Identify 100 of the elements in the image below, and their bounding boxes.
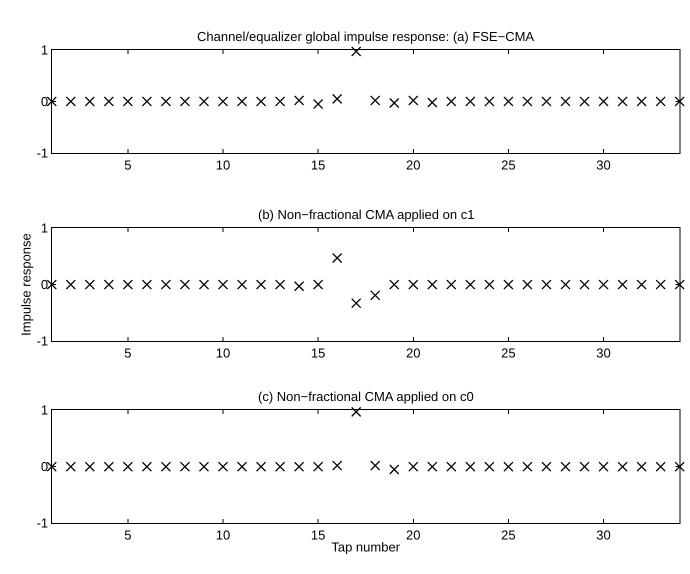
point — [408, 95, 418, 106]
point — [351, 298, 362, 308]
point — [160, 279, 172, 290]
point — [294, 95, 304, 106]
point — [198, 279, 210, 290]
y-axis-title: Impulse response — [18, 233, 34, 336]
point — [180, 279, 190, 290]
point — [122, 279, 134, 290]
point — [160, 462, 172, 472]
x-tick-label: 10 — [216, 528, 230, 543]
y-tick-label: 0 — [40, 277, 48, 292]
point — [655, 279, 666, 290]
point — [66, 462, 76, 472]
y-tick-label: 1 — [40, 220, 48, 236]
point — [522, 96, 533, 107]
point — [256, 96, 266, 107]
point — [560, 279, 571, 290]
x-tick-label: 30 — [596, 158, 611, 173]
point — [84, 279, 95, 290]
x-tick-label: 30 — [596, 346, 611, 361]
point — [427, 279, 438, 290]
point — [389, 98, 400, 108]
point — [617, 279, 628, 290]
point — [256, 462, 266, 472]
x-tick-label: 30 — [596, 528, 611, 543]
point — [560, 96, 571, 107]
point — [560, 462, 571, 472]
point — [218, 96, 228, 107]
point — [312, 462, 324, 472]
point — [503, 279, 514, 290]
point — [351, 406, 362, 418]
chart-title: (b) Non−fractional CMA applied on c1 — [258, 207, 474, 222]
point — [522, 462, 533, 472]
point — [598, 462, 609, 472]
point — [389, 279, 400, 290]
point — [617, 96, 628, 107]
point — [218, 279, 228, 290]
x-tick-label: 5 — [124, 346, 132, 361]
point — [46, 279, 57, 290]
point — [370, 460, 380, 471]
point — [674, 279, 685, 290]
point — [655, 96, 666, 107]
point — [351, 46, 362, 57]
y-tick-label: 0 — [40, 94, 48, 110]
point — [541, 462, 552, 472]
chart-title: Channel/equalizer global impulse response: (a) FSE−CMA — [197, 29, 534, 44]
point — [465, 96, 476, 107]
point — [160, 96, 172, 107]
point — [142, 279, 152, 290]
point — [503, 462, 514, 472]
point — [598, 279, 609, 290]
point — [598, 96, 609, 107]
point — [541, 279, 552, 290]
point — [66, 96, 76, 107]
point — [636, 279, 647, 290]
point — [484, 96, 495, 107]
x-tick-label: 10 — [216, 158, 230, 173]
point — [142, 96, 152, 107]
x-tick-label: 25 — [501, 158, 516, 173]
point — [332, 460, 342, 471]
x-tick-label: 20 — [406, 158, 421, 173]
point — [370, 95, 380, 106]
point — [198, 462, 210, 472]
point — [274, 279, 286, 290]
point — [218, 462, 228, 472]
point — [274, 462, 286, 472]
point — [522, 279, 533, 290]
point — [465, 279, 476, 290]
x-axis-title: Tap number — [331, 539, 401, 554]
point — [312, 279, 324, 290]
point — [427, 97, 438, 108]
point — [274, 96, 286, 107]
point — [408, 462, 418, 472]
x-tick-label: 25 — [501, 346, 516, 361]
point — [46, 96, 57, 107]
y-tick-label: 0 — [40, 459, 48, 474]
point — [180, 96, 190, 107]
x-tick-label: 15 — [310, 158, 326, 173]
point — [122, 462, 134, 472]
point — [389, 464, 400, 475]
point — [503, 96, 514, 107]
point — [46, 462, 57, 472]
point — [256, 279, 266, 290]
point — [636, 462, 647, 472]
point — [294, 281, 304, 292]
point — [236, 462, 248, 472]
point — [236, 96, 248, 107]
point — [541, 96, 552, 107]
point — [332, 252, 342, 264]
y-tick-label: 1 — [40, 42, 48, 58]
chart-title: (c) Non−fractional CMA applied on c0 — [258, 389, 474, 404]
point — [84, 96, 95, 107]
x-tick-label: 5 — [124, 158, 132, 173]
y-tick-label: -1 — [36, 146, 48, 161]
x-tick-label: 5 — [124, 528, 132, 543]
point — [104, 462, 114, 472]
point — [636, 96, 647, 107]
y-tick-label: 1 — [40, 402, 48, 418]
point — [446, 462, 456, 472]
point — [104, 96, 114, 107]
